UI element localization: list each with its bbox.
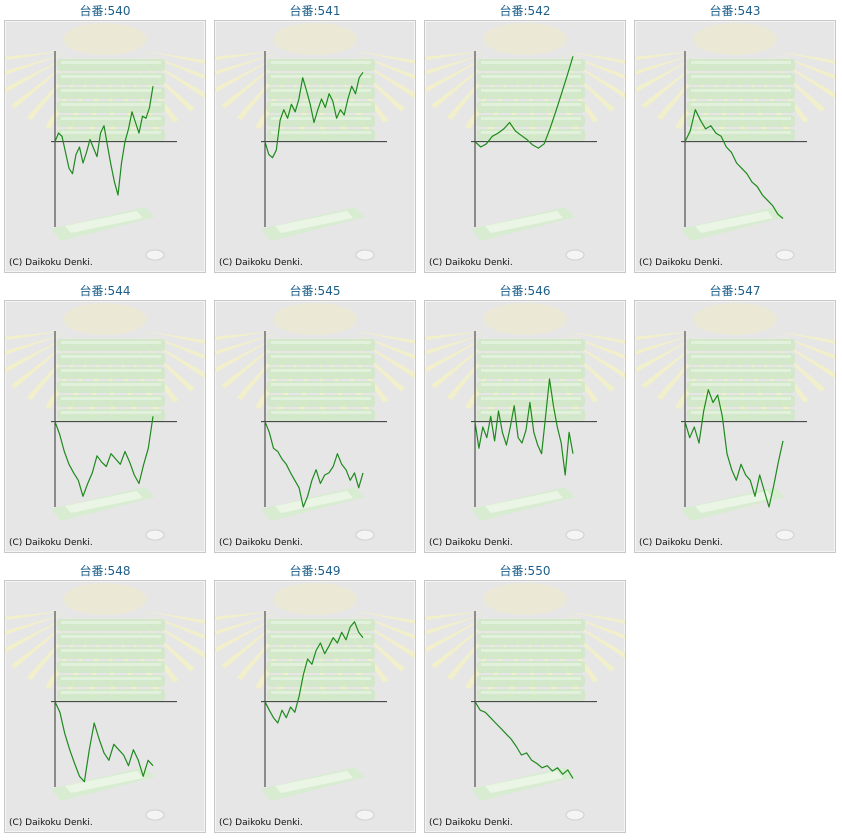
series-line <box>474 378 574 476</box>
chart-title[interactable]: 台番:545 <box>289 284 341 298</box>
copyright-text: (C) Daikoku Denki. <box>429 538 513 548</box>
chart-title[interactable]: 台番:540 <box>79 4 131 18</box>
machine-illustration <box>215 303 415 541</box>
chart-svg <box>215 23 415 261</box>
chart-svg <box>215 583 415 821</box>
chart-svg <box>5 583 205 821</box>
chart-title[interactable]: 台番:543 <box>709 4 761 18</box>
chart-title[interactable]: 台番:549 <box>289 564 341 578</box>
chart-panel: 台番:542 (C) Daikoku Denki. <box>422 0 628 274</box>
copyright-text: (C) Daikoku Denki. <box>9 538 93 548</box>
machine-illustration <box>425 23 625 261</box>
series-line <box>54 701 154 783</box>
chart-frame: (C) Daikoku Denki. <box>424 20 626 273</box>
chart-svg <box>5 23 205 261</box>
series-line <box>264 421 364 508</box>
machine-illustration <box>5 23 205 261</box>
chart-title[interactable]: 台番:542 <box>499 4 551 18</box>
chart-svg <box>635 23 835 261</box>
machine-illustration <box>5 303 205 541</box>
chart-title[interactable]: 台番:548 <box>79 564 131 578</box>
chart-panel: 台番:550 (C) Daikoku Denki. <box>422 560 628 834</box>
chart-svg <box>215 303 415 541</box>
chart-panel: 台番:546 (C) Daikoku Denki. <box>422 280 628 554</box>
chart-title[interactable]: 台番:546 <box>499 284 551 298</box>
copyright-text: (C) Daikoku Denki. <box>639 258 723 268</box>
copyright-text: (C) Daikoku Denki. <box>219 258 303 268</box>
chart-frame: (C) Daikoku Denki. <box>634 20 836 273</box>
chart-frame: (C) Daikoku Denki. <box>424 300 626 553</box>
chart-panel: 台番:543 (C) Daikoku Denki. <box>632 0 838 274</box>
machine-illustration <box>635 23 835 261</box>
copyright-text: (C) Daikoku Denki. <box>429 258 513 268</box>
chart-title[interactable]: 台番:550 <box>499 564 551 578</box>
copyright-text: (C) Daikoku Denki. <box>219 538 303 548</box>
series-line <box>684 109 784 219</box>
series-line <box>264 621 364 724</box>
chart-frame: (C) Daikoku Denki. <box>214 580 416 833</box>
copyright-text: (C) Daikoku Denki. <box>219 818 303 828</box>
series-line <box>474 56 574 149</box>
copyright-text: (C) Daikoku Denki. <box>9 818 93 828</box>
chart-panel: 台番:544 (C) Daikoku Denki. <box>2 280 208 554</box>
series-line <box>54 416 154 497</box>
chart-frame: (C) Daikoku Denki. <box>424 580 626 833</box>
chart-panel: 台番:547 (C) Daikoku Denki. <box>632 280 838 554</box>
chart-svg <box>5 303 205 541</box>
chart-panel: 台番:540 (C) Daikoku Denki. <box>2 0 208 274</box>
copyright-text: (C) Daikoku Denki. <box>429 818 513 828</box>
chart-frame: (C) Daikoku Denki. <box>214 300 416 553</box>
machine-illustration <box>425 583 625 821</box>
copyright-text: (C) Daikoku Denki. <box>9 258 93 268</box>
chart-frame: (C) Daikoku Denki. <box>214 20 416 273</box>
series-line <box>474 701 574 779</box>
chart-svg <box>635 303 835 541</box>
chart-frame: (C) Daikoku Denki. <box>4 20 206 273</box>
series-line <box>264 71 364 159</box>
chart-frame: (C) Daikoku Denki. <box>4 580 206 833</box>
machine-illustration <box>425 303 625 541</box>
series-line <box>54 86 154 196</box>
chart-svg <box>425 583 625 821</box>
chart-panel: 台番:541 (C) Daikoku Denki. <box>212 0 418 274</box>
machine-illustration <box>215 23 415 261</box>
chart-panel: 台番:548 (C) Daikoku Denki. <box>2 560 208 834</box>
series-line <box>684 389 784 508</box>
chart-panel: 台番:545 (C) Daikoku Denki. <box>212 280 418 554</box>
chart-frame: (C) Daikoku Denki. <box>634 300 836 553</box>
chart-title[interactable]: 台番:544 <box>79 284 131 298</box>
machine-illustration <box>635 303 835 541</box>
chart-panel: 台番:549 (C) Daikoku Denki. <box>212 560 418 834</box>
chart-svg <box>425 303 625 541</box>
copyright-text: (C) Daikoku Denki. <box>639 538 723 548</box>
chart-title[interactable]: 台番:541 <box>289 4 341 18</box>
chart-svg <box>425 23 625 261</box>
chart-title[interactable]: 台番:547 <box>709 284 761 298</box>
chart-frame: (C) Daikoku Denki. <box>4 300 206 553</box>
